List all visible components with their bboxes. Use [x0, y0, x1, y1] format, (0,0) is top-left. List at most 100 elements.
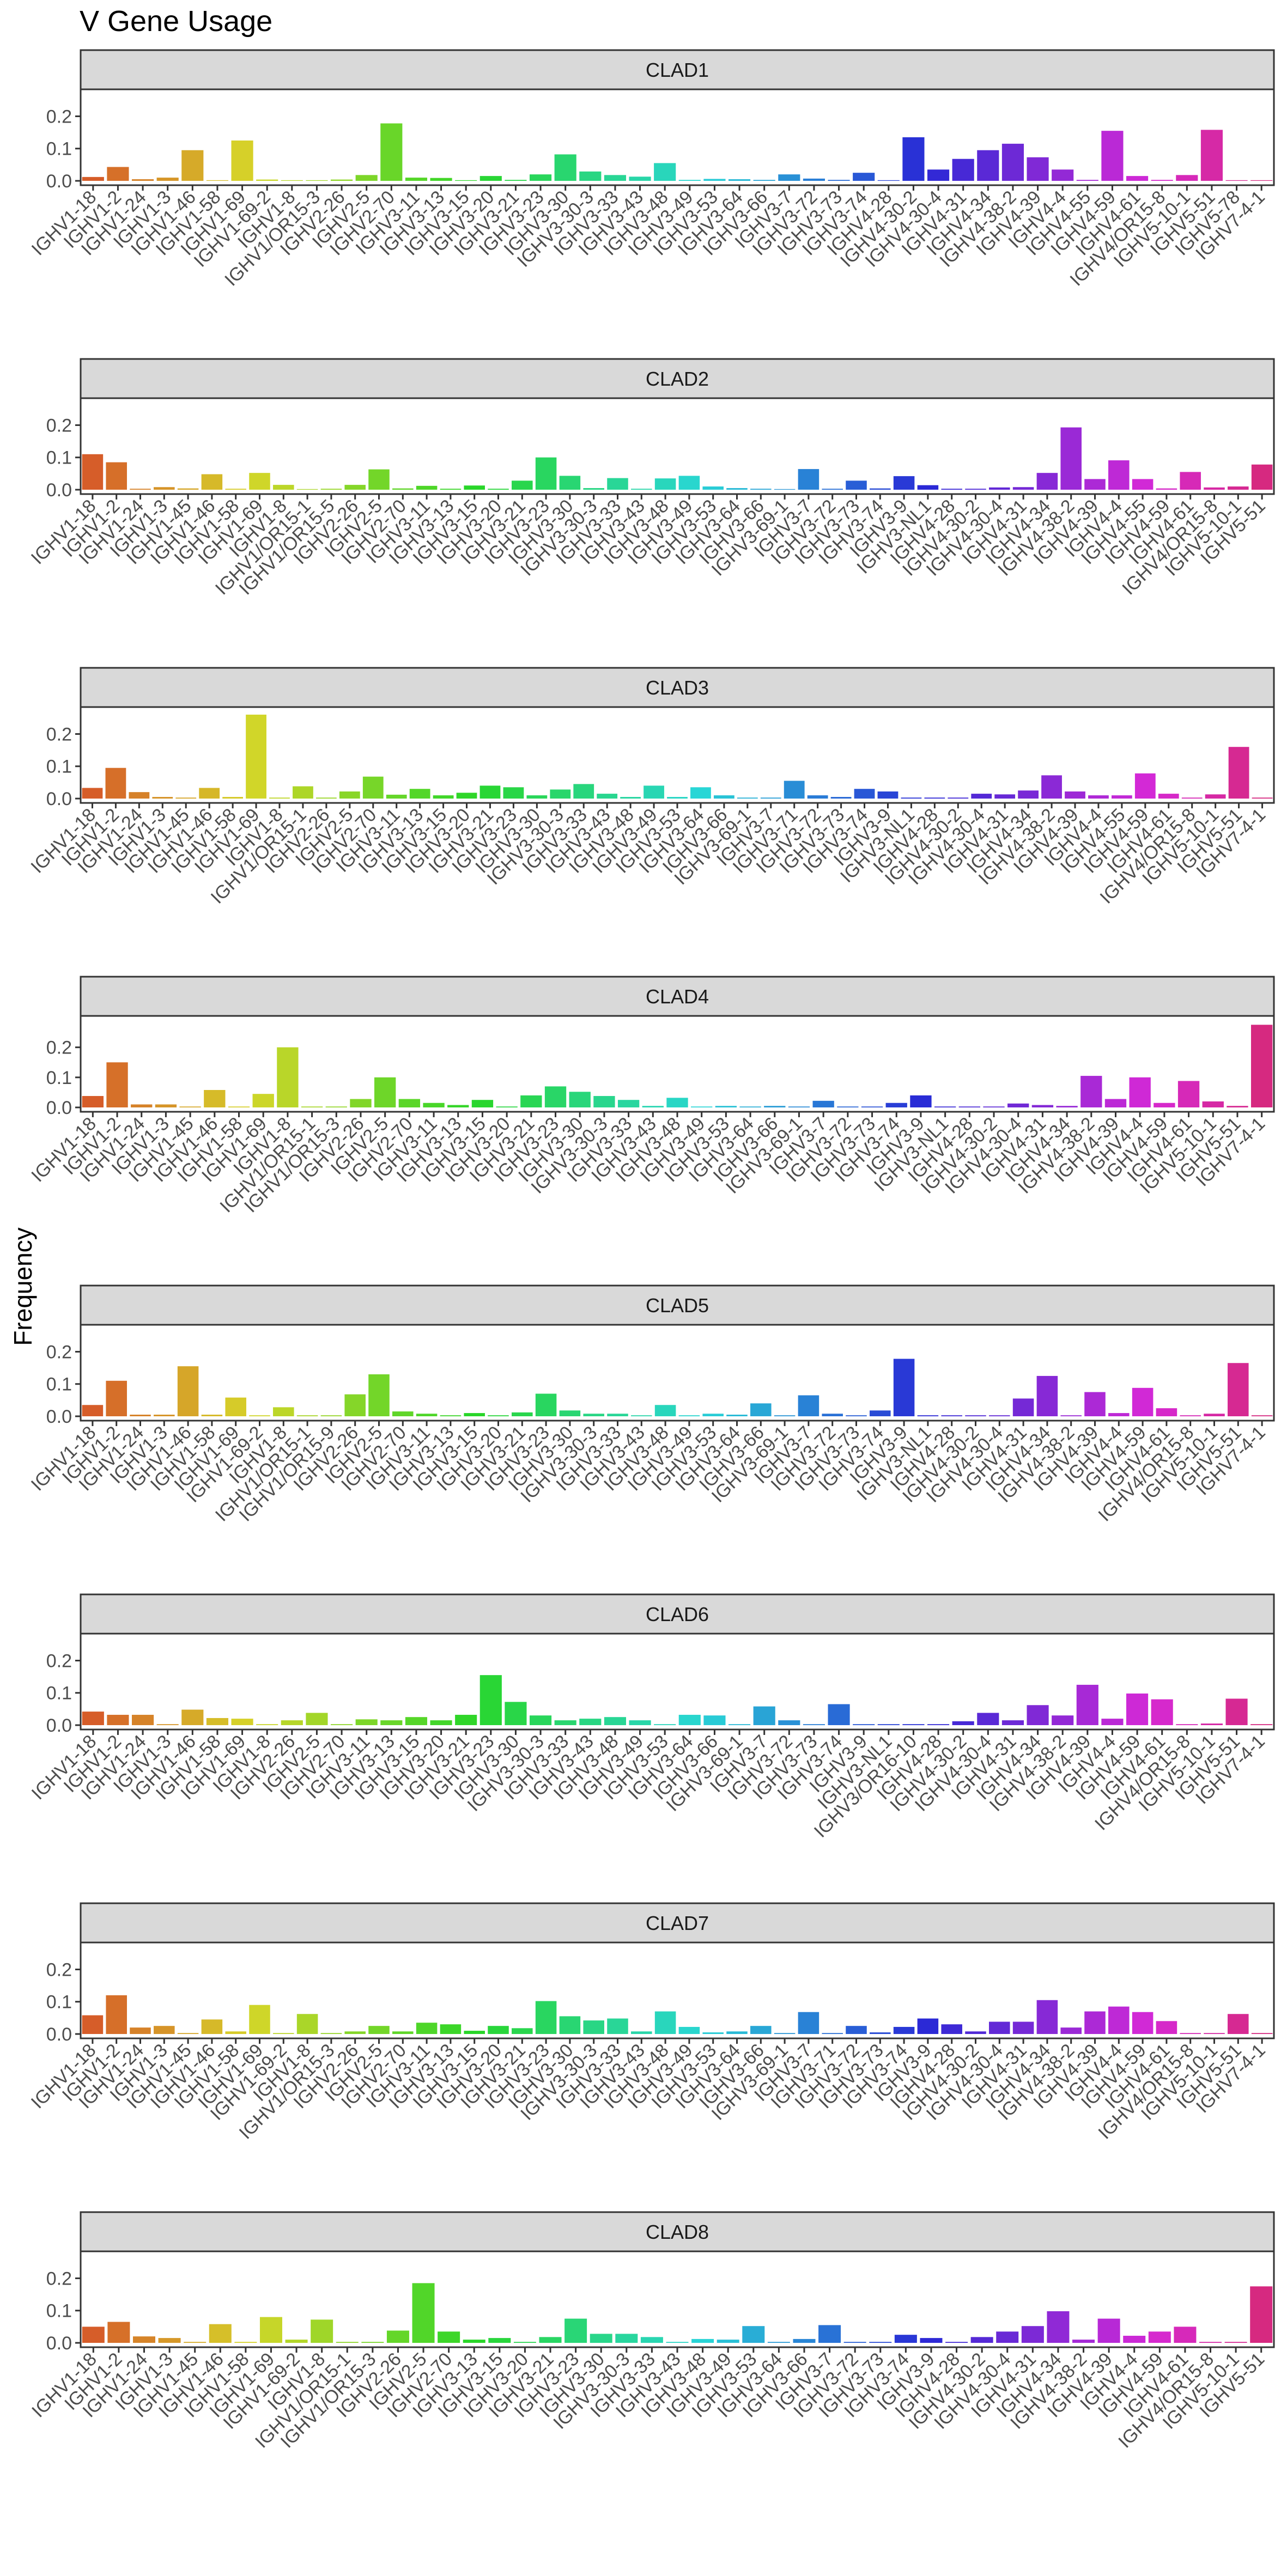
bar [1205, 794, 1226, 799]
bar [535, 457, 557, 490]
bar [344, 1394, 366, 1416]
bar [82, 454, 104, 490]
bar [924, 797, 945, 799]
bar [471, 1100, 494, 1107]
bar [405, 1717, 428, 1725]
bar [225, 489, 246, 490]
facet-strip-label: CLAD7 [646, 1912, 709, 1934]
facet-strip-label: CLAD5 [646, 1294, 709, 1317]
bar [713, 795, 734, 799]
plot-panel [80, 88, 1275, 186]
bar [320, 1415, 342, 1416]
bar [784, 781, 805, 799]
bar [430, 178, 452, 181]
bar [1204, 487, 1225, 490]
bar [82, 1712, 104, 1725]
bar [691, 2339, 714, 2343]
bar [1154, 1103, 1175, 1107]
facet-strip [80, 358, 1275, 399]
y-tick-label: 0.0 [46, 171, 72, 192]
bar [877, 1724, 900, 1725]
bar [488, 1415, 509, 1416]
bar [828, 1704, 850, 1725]
bar [456, 793, 477, 799]
bar [1001, 1720, 1024, 1725]
bar [728, 179, 751, 181]
bar [256, 179, 278, 181]
bar [654, 1724, 676, 1725]
bar [1250, 1025, 1273, 1107]
bar [350, 1099, 372, 1107]
bar [184, 2342, 207, 2343]
bar [631, 489, 652, 490]
bar [894, 2335, 917, 2343]
bar [131, 1104, 153, 1107]
bar [1021, 2326, 1044, 2343]
bar [285, 2340, 308, 2343]
bar [564, 2318, 587, 2343]
bar [778, 174, 800, 181]
bar [512, 480, 533, 490]
y-tick-label: 0.2 [46, 2268, 72, 2289]
bar [368, 1374, 390, 1416]
bar [1132, 2012, 1154, 2034]
bar [853, 1724, 875, 1725]
bar [1148, 2331, 1171, 2343]
bar [654, 1405, 676, 1416]
bar [750, 2026, 772, 2034]
bar [941, 489, 962, 490]
panel-clad7: CLAD70.00.10.2IGHV1-18IGHV1-2IGHV1-24IGH… [27, 1902, 1275, 2143]
bar [380, 123, 403, 181]
bar [615, 2334, 638, 2343]
bar [1199, 2342, 1222, 2343]
bar [1018, 790, 1039, 799]
bar [1072, 2340, 1095, 2343]
bar [726, 2031, 748, 2034]
bar [920, 2338, 943, 2343]
bar [753, 180, 775, 181]
bar [259, 2317, 282, 2343]
bar [812, 1100, 834, 1107]
y-tick-label: 0.1 [46, 139, 72, 160]
y-tick-label: 0.0 [46, 1098, 72, 1118]
bar [631, 2031, 652, 2034]
bar [742, 2326, 765, 2343]
bar [965, 1415, 986, 1416]
bar [869, 2342, 892, 2343]
bar [296, 2014, 318, 2034]
y-tick-label: 0.0 [46, 1406, 72, 1427]
bar [535, 2001, 557, 2034]
bar [155, 1104, 177, 1107]
bar [994, 794, 1016, 799]
bar [1158, 794, 1179, 799]
bar [822, 1414, 843, 1416]
bar [893, 476, 915, 490]
bar [604, 175, 627, 181]
bar [870, 1410, 891, 1416]
bar [177, 2033, 199, 2034]
bar [1036, 2000, 1058, 2034]
bar [989, 1415, 1010, 1416]
bar [249, 2005, 270, 2034]
bar [934, 1106, 956, 1107]
bar [82, 1405, 104, 1416]
bar [901, 797, 922, 799]
y-tick-label: 0.0 [46, 480, 72, 501]
bar [1041, 775, 1062, 799]
bar [107, 1715, 129, 1725]
bar [737, 797, 758, 799]
bar [654, 163, 676, 181]
bar [554, 154, 576, 181]
bar [965, 489, 986, 490]
bar [158, 2338, 181, 2343]
bar [296, 1415, 318, 1416]
bar [464, 1413, 485, 1416]
facet-strip [80, 2211, 1275, 2252]
bar [1097, 2318, 1120, 2343]
bar [362, 776, 384, 799]
bar [1001, 143, 1024, 181]
bar [273, 485, 294, 490]
bar [1047, 2311, 1070, 2343]
bar [828, 180, 850, 181]
